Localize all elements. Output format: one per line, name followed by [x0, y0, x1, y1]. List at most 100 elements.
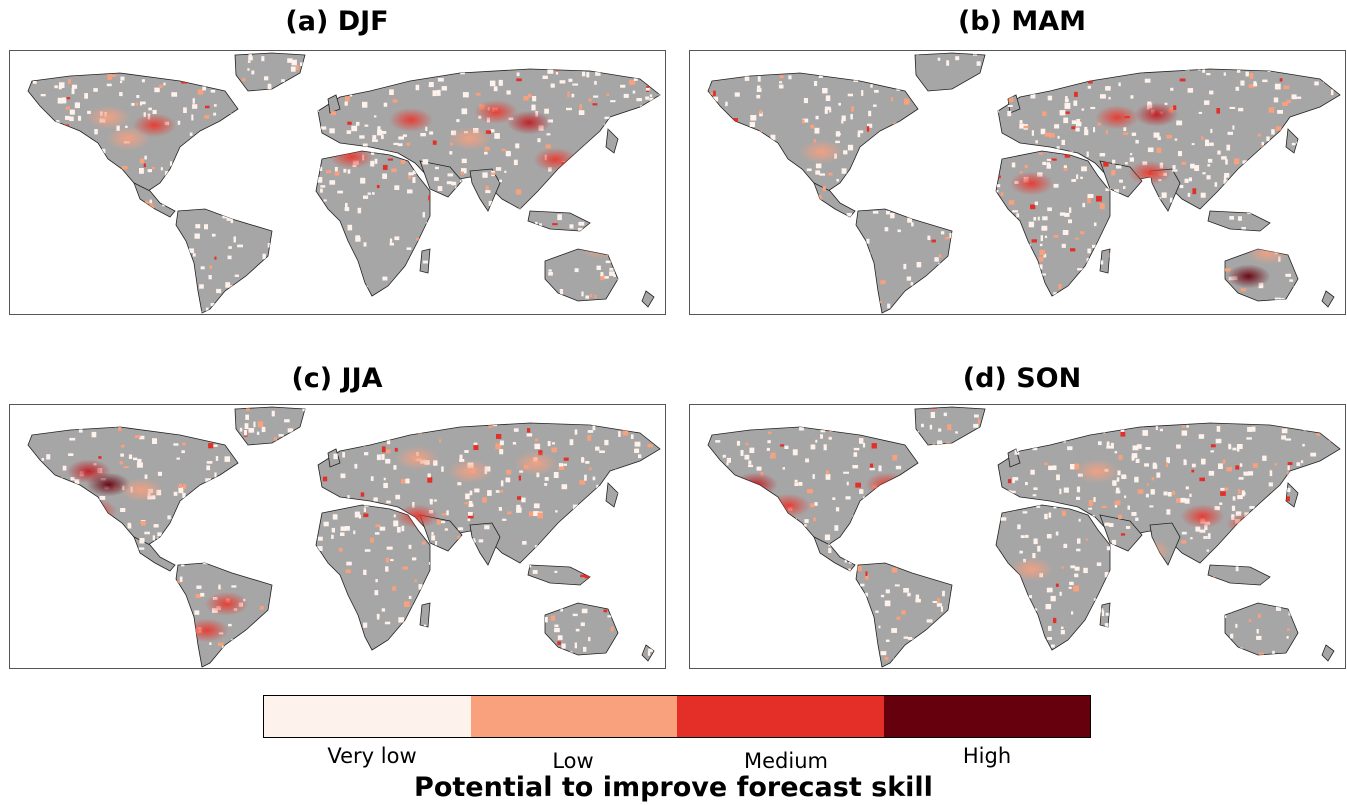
- grid-cell: [1022, 511, 1028, 514]
- grid-cell: [1078, 412, 1083, 415]
- grid-cell: [870, 84, 873, 88]
- grid-cell: [255, 503, 260, 509]
- grid-cell: [516, 78, 522, 82]
- grid-cell: [317, 269, 323, 273]
- grid-cell: [993, 71, 996, 75]
- grid-cell: [1200, 297, 1207, 302]
- grid-cell: [1008, 96, 1014, 102]
- land-indonesia: [1207, 564, 1271, 586]
- grid-cell: [107, 661, 110, 666]
- grid-cell: [600, 484, 607, 489]
- grid-cell: [493, 569, 499, 574]
- grid-cell: [625, 664, 628, 667]
- grid-cell: [218, 584, 221, 590]
- grid-cell: [518, 475, 521, 481]
- grid-cell: [554, 570, 558, 573]
- grid-cell: [516, 504, 521, 509]
- grid-cell: [447, 173, 454, 177]
- grid-cell: [932, 180, 937, 185]
- grid-cell: [48, 529, 52, 536]
- grid-cell: [1344, 195, 1346, 197]
- grid-cell: [1344, 519, 1346, 525]
- grid-cell: [808, 199, 812, 204]
- grid-cell: [504, 170, 507, 173]
- grid-cell: [953, 450, 958, 455]
- grid-cell: [347, 495, 350, 500]
- grid-cell: [973, 53, 978, 56]
- grid-cell: [916, 262, 922, 268]
- grid-cell: [297, 201, 301, 207]
- grid-cell: [256, 170, 262, 176]
- grid-cell: [1033, 217, 1037, 221]
- grid-cell: [402, 566, 409, 570]
- grid-cell: [780, 603, 783, 607]
- grid-cell: [1077, 538, 1081, 544]
- grid-cell: [472, 242, 476, 248]
- grid-cell: [878, 143, 884, 147]
- hotspot: [733, 145, 778, 169]
- grid-cell: [261, 215, 267, 221]
- grid-cell: [948, 293, 953, 299]
- grid-cell: [1290, 210, 1294, 217]
- grid-cell: [764, 210, 770, 216]
- grid-cell: [884, 600, 891, 607]
- grid-cell: [1151, 641, 1155, 644]
- grid-cell: [978, 571, 985, 575]
- grid-cell: [82, 164, 89, 169]
- grid-cell: [83, 255, 88, 260]
- grid-cell: [322, 590, 328, 596]
- grid-cell: [537, 616, 540, 622]
- hotspot: [395, 446, 440, 470]
- grid-cell: [557, 534, 564, 539]
- grid-cell: [295, 65, 300, 71]
- grid-cell: [1180, 657, 1184, 662]
- grid-cell: [1200, 300, 1204, 306]
- grid-cell: [101, 148, 106, 154]
- grid-cell: [812, 586, 816, 591]
- grid-cell: [928, 122, 934, 127]
- grid-cell: [710, 224, 717, 229]
- grid-cell: [389, 89, 394, 95]
- colorbar-segment-high: [883, 696, 1090, 737]
- grid-cell: [1143, 420, 1149, 426]
- grid-cell: [528, 93, 532, 98]
- grid-cell: [1315, 656, 1320, 661]
- grid-cell: [183, 484, 187, 490]
- grid-cell: [770, 556, 777, 562]
- grid-cell: [1313, 567, 1317, 573]
- map-panel-son: [689, 404, 1346, 669]
- grid-cell: [963, 593, 970, 599]
- grid-cell: [259, 502, 263, 507]
- grid-cell: [1315, 655, 1320, 660]
- grid-cell: [843, 572, 849, 576]
- grid-cell: [402, 294, 406, 298]
- grid-cell: [344, 526, 350, 531]
- grid-cell: [1334, 588, 1337, 594]
- grid-cell: [759, 584, 764, 588]
- grid-cell: [1144, 78, 1151, 83]
- grid-cell: [983, 296, 989, 303]
- grid-cell: [258, 198, 261, 203]
- grid-cell: [28, 543, 30, 547]
- grid-cell: [891, 202, 895, 207]
- grid-cell: [617, 60, 624, 66]
- grid-cell: [1108, 523, 1114, 527]
- land-eurasia: [997, 68, 1341, 210]
- grid-cell: [944, 561, 950, 564]
- grid-cell: [543, 61, 547, 65]
- grid-cell: [1287, 244, 1292, 249]
- grid-cell: [1081, 108, 1085, 111]
- grid-cell: [611, 665, 618, 667]
- grid-cell: [697, 667, 702, 670]
- grid-cell: [401, 525, 405, 532]
- grid-cell: [1145, 493, 1149, 498]
- grid-cell: [387, 60, 391, 63]
- grid-cell: [55, 607, 59, 611]
- grid-cell: [1012, 210, 1018, 213]
- grid-cell: [427, 473, 431, 478]
- grid-cell: [154, 87, 160, 93]
- grid-cell: [651, 558, 654, 562]
- grid-cell: [1156, 472, 1161, 478]
- grid-cell: [750, 115, 757, 121]
- grid-cell: [1114, 287, 1118, 291]
